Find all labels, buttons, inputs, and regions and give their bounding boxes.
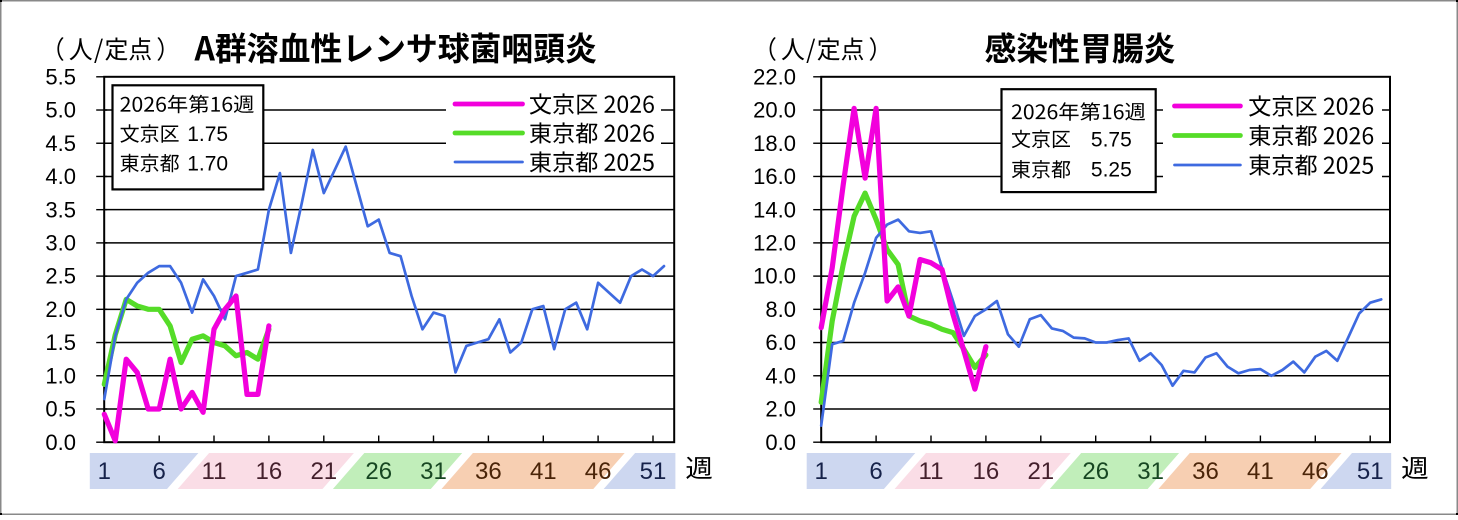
svg-text:3.5: 3.5 [45, 197, 76, 222]
svg-text:6.0: 6.0 [765, 330, 796, 355]
svg-text:4.0: 4.0 [765, 363, 796, 388]
svg-text:41: 41 [1247, 458, 1274, 485]
svg-text:5.25: 5.25 [1091, 159, 1132, 182]
svg-text:41: 41 [530, 458, 557, 485]
svg-text:1: 1 [815, 458, 828, 485]
svg-text:21: 21 [310, 458, 337, 485]
svg-text:16.0: 16.0 [753, 164, 796, 189]
svg-text:1.5: 1.5 [45, 330, 76, 355]
svg-text:6: 6 [869, 458, 882, 485]
svg-text:31: 31 [1137, 458, 1164, 485]
svg-text:1.0: 1.0 [45, 363, 76, 388]
svg-text:26: 26 [365, 458, 392, 485]
svg-text:11: 11 [919, 458, 944, 485]
svg-text:46: 46 [1302, 458, 1329, 485]
svg-text:0.5: 0.5 [45, 397, 76, 422]
svg-text:10.0: 10.0 [753, 264, 796, 289]
svg-text:5.0: 5.0 [45, 98, 76, 123]
svg-text:0.0: 0.0 [765, 430, 796, 455]
svg-text:4.5: 4.5 [45, 131, 76, 156]
svg-text:26: 26 [1082, 458, 1109, 485]
svg-text:4.0: 4.0 [45, 164, 76, 189]
svg-text:1.70: 1.70 [187, 152, 228, 175]
svg-text:8.0: 8.0 [765, 297, 796, 322]
svg-text:16: 16 [973, 458, 1000, 485]
svg-text:36: 36 [1192, 458, 1219, 485]
svg-text:51: 51 [640, 458, 667, 485]
svg-text:20.0: 20.0 [753, 98, 796, 123]
svg-text:36: 36 [475, 458, 502, 485]
svg-text:22.0: 22.0 [753, 64, 796, 89]
svg-text:14.0: 14.0 [753, 197, 796, 222]
svg-text:2.5: 2.5 [45, 264, 76, 289]
svg-text:21: 21 [1027, 458, 1054, 485]
svg-text:5.5: 5.5 [45, 64, 76, 89]
svg-text:1.75: 1.75 [187, 123, 228, 146]
svg-text:16: 16 [256, 458, 283, 485]
svg-text:1: 1 [98, 458, 111, 485]
svg-text:11: 11 [202, 458, 227, 485]
svg-text:3.0: 3.0 [45, 231, 76, 256]
svg-text:2.0: 2.0 [765, 397, 796, 422]
svg-text:18.0: 18.0 [753, 131, 796, 156]
svg-text:0.0: 0.0 [45, 430, 76, 455]
svg-text:51: 51 [1357, 458, 1384, 485]
svg-text:12.0: 12.0 [753, 231, 796, 256]
svg-text:6: 6 [153, 458, 166, 485]
svg-text:46: 46 [585, 458, 612, 485]
svg-text:31: 31 [420, 458, 447, 485]
svg-text:2.0: 2.0 [45, 297, 76, 322]
svg-text:5.75: 5.75 [1091, 128, 1132, 151]
